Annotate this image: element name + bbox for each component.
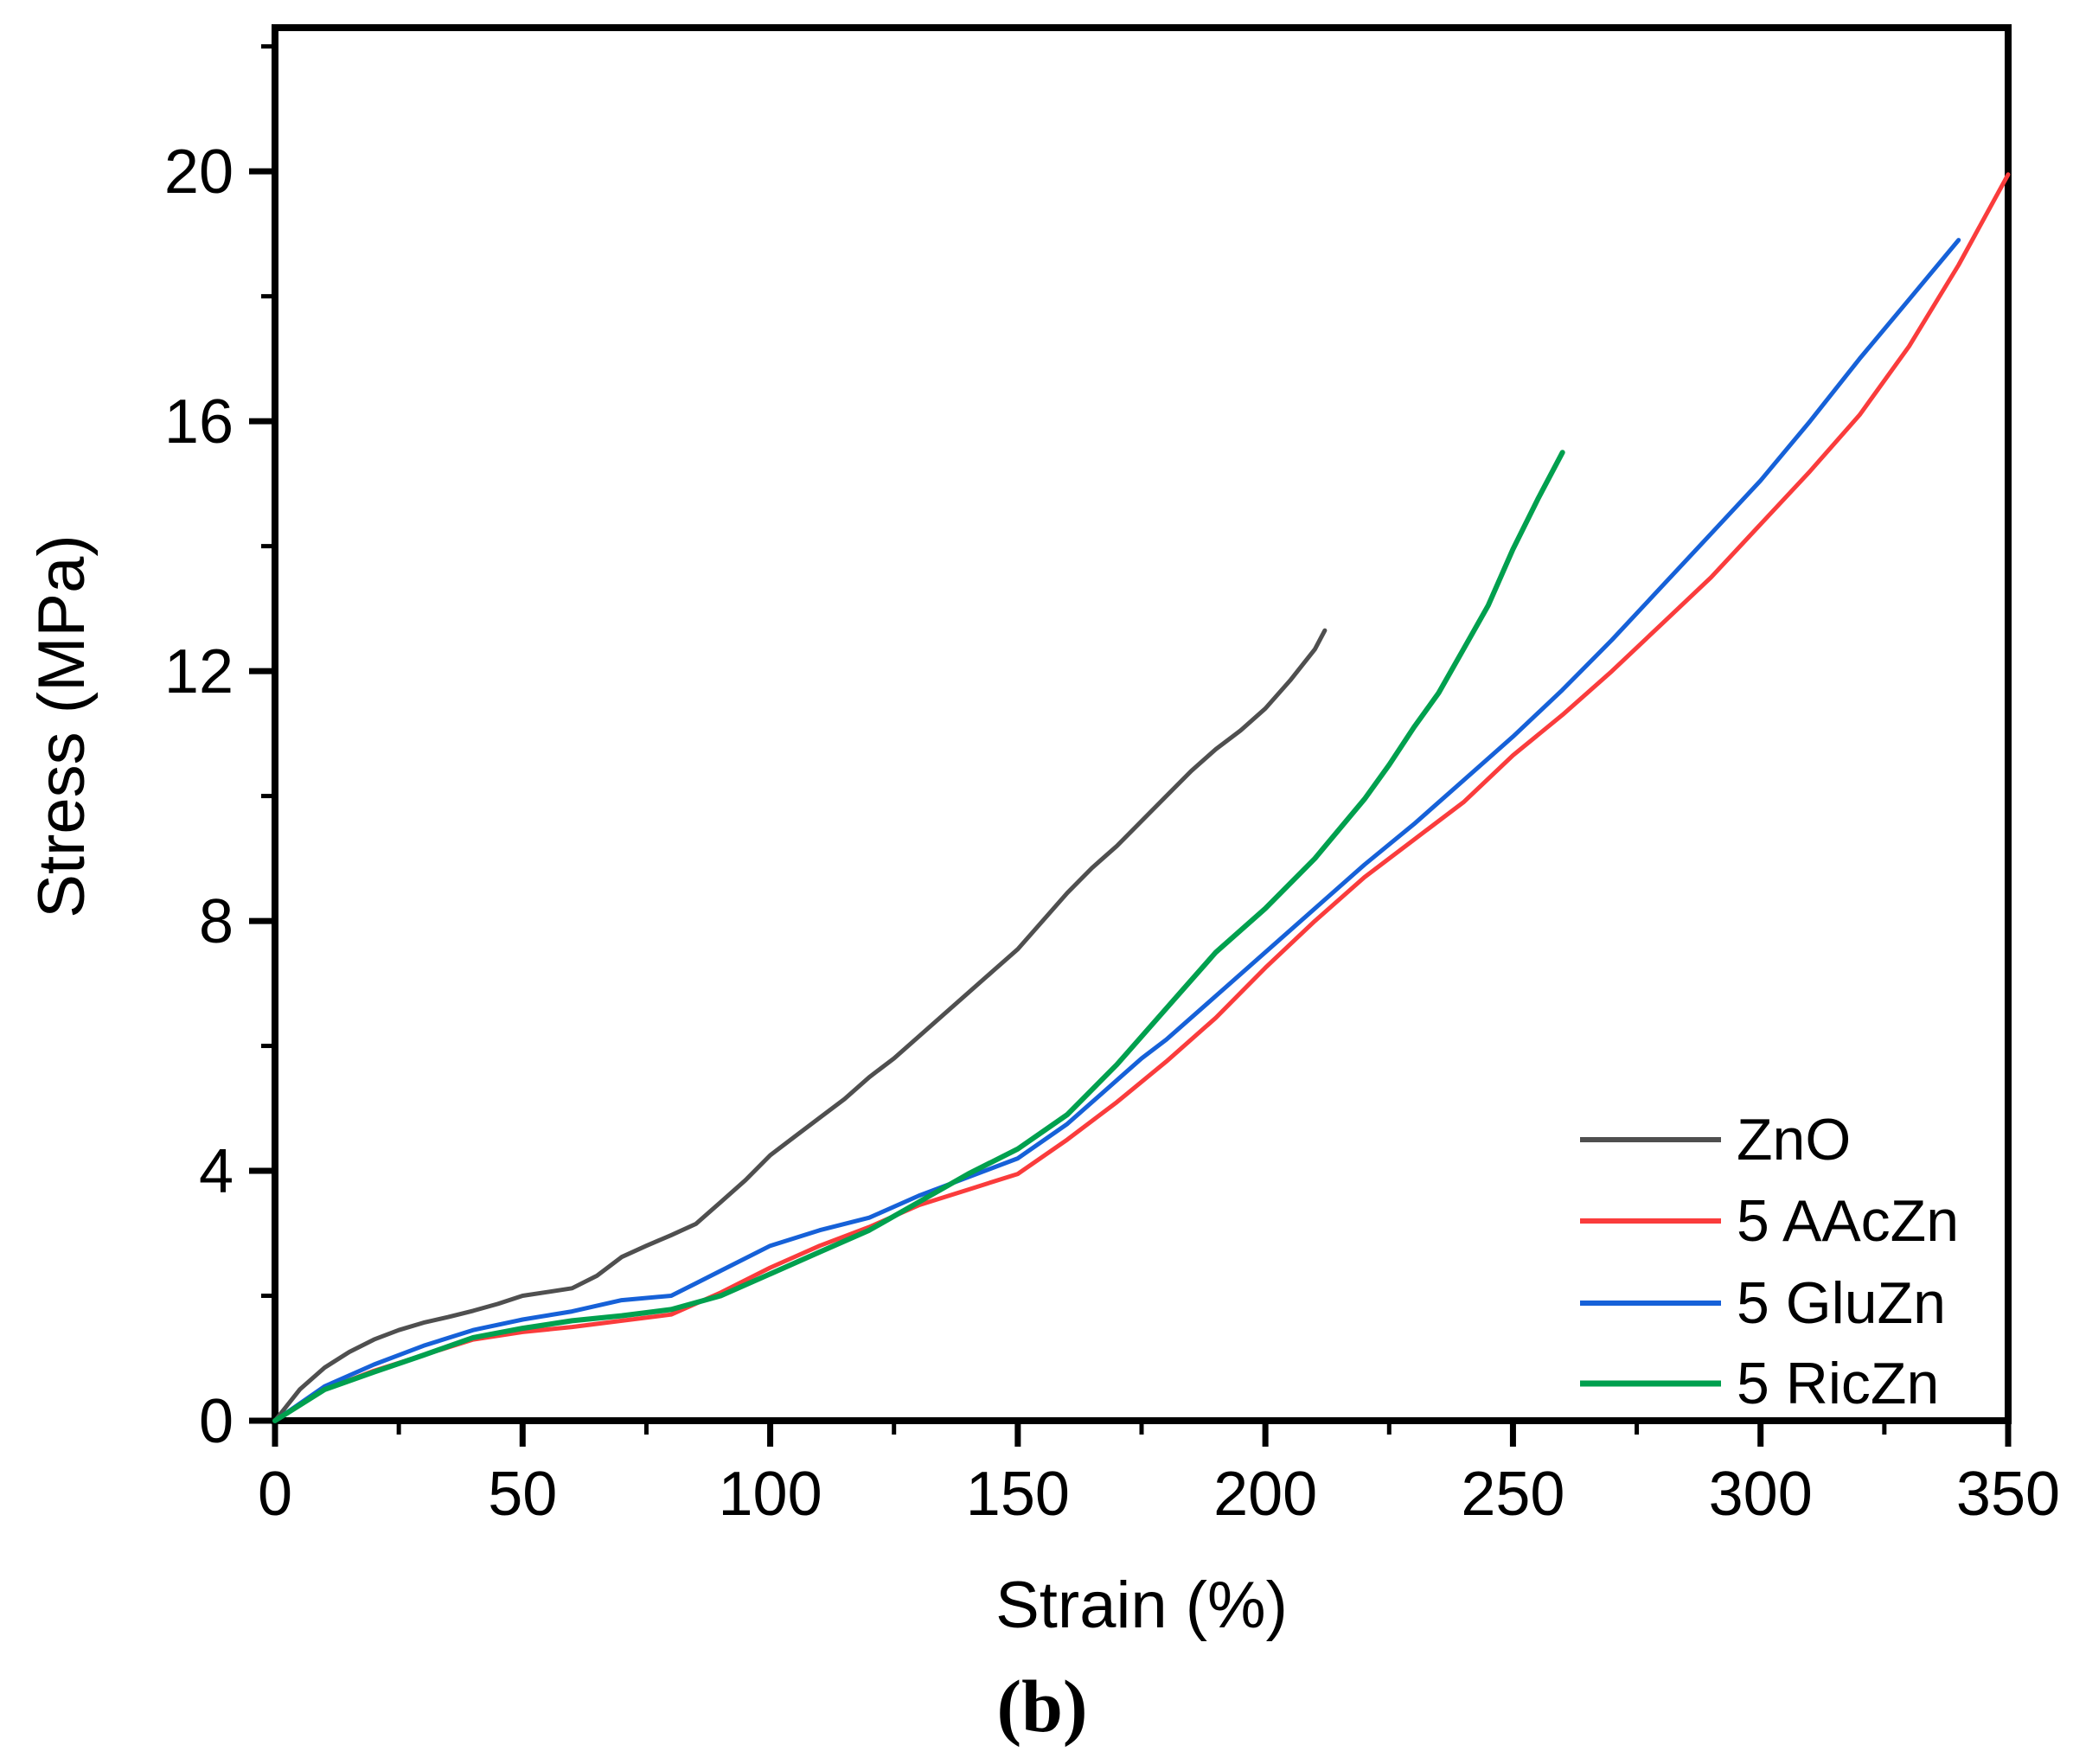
- y-tick-label: 12: [164, 637, 234, 706]
- y-tick-label: 4: [199, 1137, 234, 1206]
- x-axis-title: Strain (%): [995, 1569, 1288, 1642]
- y-tick-label: 16: [164, 387, 234, 457]
- legend-label-zno: ZnO: [1737, 1107, 1851, 1173]
- series-line-5-aaczn: [272, 172, 2011, 1423]
- series-line-5-riczn: [272, 450, 1565, 1423]
- y-tick-label: 20: [164, 137, 234, 207]
- legend-label-5-gluzn: 5 GluZn: [1737, 1270, 1946, 1336]
- legend-label-5-aaczn: 5 AAcZn: [1737, 1188, 1959, 1254]
- x-tick-label: 50: [488, 1460, 557, 1529]
- x-tick-label: 350: [1956, 1460, 2060, 1529]
- y-axis-title: Stress (MPa): [25, 534, 99, 918]
- x-tick-label: 250: [1461, 1460, 1564, 1529]
- y-tick-label: 8: [199, 887, 234, 956]
- figure-caption: (b): [996, 1665, 1088, 1748]
- x-tick-label: 300: [1709, 1460, 1813, 1529]
- x-tick-label: 0: [258, 1460, 292, 1529]
- x-tick-label: 200: [1213, 1460, 1317, 1529]
- x-tick-label: 100: [719, 1460, 822, 1529]
- legend-label-5-riczn: 5 RicZn: [1737, 1351, 1939, 1416]
- y-tick-label: 0: [199, 1387, 234, 1456]
- x-tick-label: 150: [966, 1460, 1070, 1529]
- series-line-5-gluzn: [272, 238, 1961, 1423]
- series-line-zno: [272, 628, 1328, 1423]
